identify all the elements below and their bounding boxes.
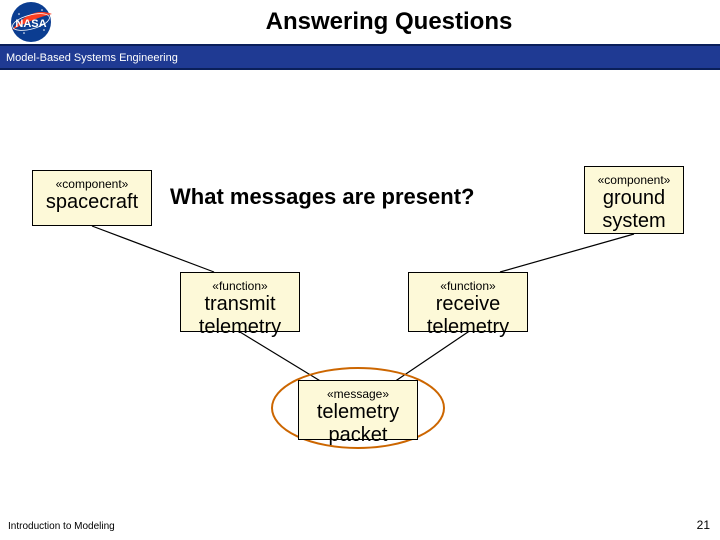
subtitle-text: Model-Based Systems Engineering	[6, 52, 178, 64]
stereotype-label: «function»	[419, 279, 517, 293]
stereotype-label: «component»	[595, 173, 673, 187]
component-box-ground: «component» ground system	[584, 166, 684, 234]
function-box-transmit: «function» transmit telemetry	[180, 272, 300, 332]
box-name: telemetry packet	[309, 401, 407, 447]
box-name: transmit telemetry	[191, 293, 289, 339]
page-title: Answering Questions	[58, 8, 720, 36]
function-box-receive: «function» receive telemetry	[408, 272, 528, 332]
question-text: What messages are present?	[170, 184, 474, 210]
stereotype-label: «function»	[191, 279, 289, 293]
subtitle-bar: Model-Based Systems Engineering	[0, 44, 720, 70]
box-name: ground system	[595, 187, 673, 233]
diagram-canvas: «component» spacecraft «component» groun…	[0, 70, 720, 500]
header: NASA Answering Questions	[0, 0, 720, 44]
footer-left-text: Introduction to Modeling	[8, 521, 115, 532]
stereotype-label: «component»	[43, 177, 141, 191]
svg-text:NASA: NASA	[15, 18, 46, 30]
component-box-spacecraft: «component» spacecraft	[32, 170, 152, 226]
stereotype-label: «message»	[309, 387, 407, 401]
box-name: spacecraft	[43, 191, 141, 214]
box-name: receive telemetry	[419, 293, 517, 339]
message-box-telemetry: «message» telemetry packet	[298, 380, 418, 440]
nasa-logo-icon: NASA	[4, 0, 58, 44]
footer-page-number: 21	[697, 518, 710, 532]
